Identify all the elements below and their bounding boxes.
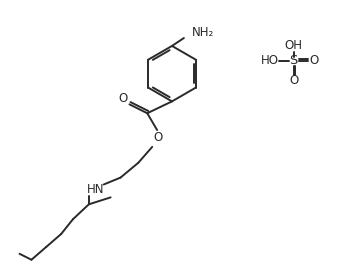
Text: O: O <box>153 132 163 144</box>
Text: HO: HO <box>261 54 279 67</box>
Text: O: O <box>309 54 318 67</box>
Text: OH: OH <box>285 39 303 52</box>
Text: S: S <box>290 54 298 67</box>
Text: O: O <box>289 74 298 87</box>
Text: O: O <box>119 92 128 105</box>
Text: HN: HN <box>87 183 105 196</box>
Text: NH₂: NH₂ <box>192 25 214 39</box>
